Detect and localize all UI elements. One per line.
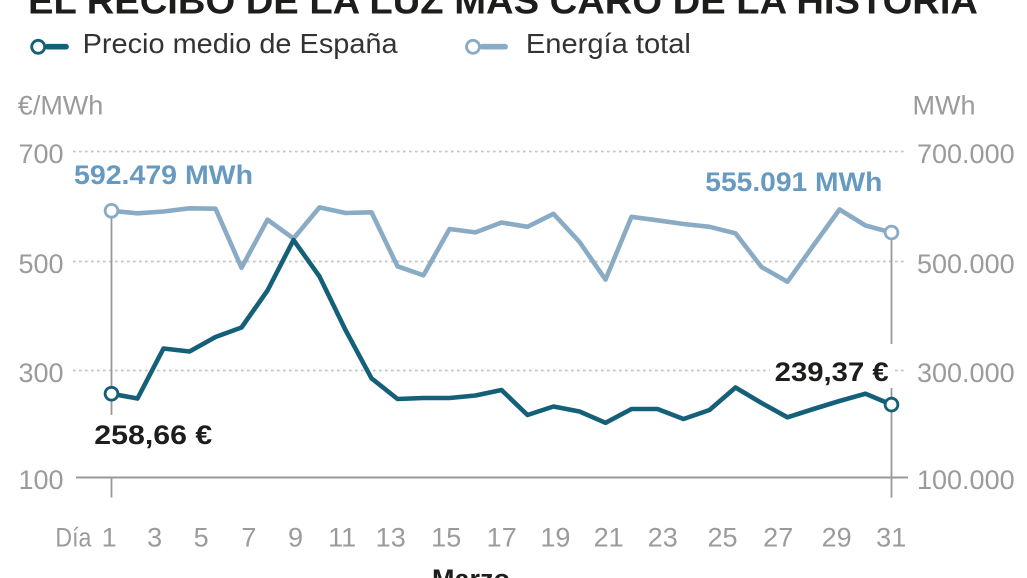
svg-text:29: 29 <box>822 523 852 553</box>
svg-text:700: 700 <box>18 139 63 169</box>
svg-text:Precio medio de España: Precio medio de España <box>83 28 398 59</box>
svg-text:19: 19 <box>540 523 570 553</box>
svg-text:27: 27 <box>763 523 793 553</box>
svg-text:300: 300 <box>18 358 63 388</box>
svg-text:592.479 MWh: 592.479 MWh <box>74 160 253 190</box>
svg-text:7: 7 <box>241 523 256 553</box>
svg-text:100.000: 100.000 <box>917 465 1015 495</box>
svg-text:Marzo: Marzo <box>432 564 510 578</box>
svg-text:MWh: MWh <box>913 91 976 121</box>
svg-text:500: 500 <box>18 249 63 279</box>
svg-text:EL RECIBO DE LA LUZ MÁS CARO D: EL RECIBO DE LA LUZ MÁS CARO DE LA HISTO… <box>28 0 978 22</box>
svg-text:258,66 €: 258,66 € <box>94 420 212 450</box>
svg-text:25: 25 <box>707 523 737 553</box>
svg-text:13: 13 <box>376 523 406 553</box>
svg-text:500.000: 500.000 <box>917 249 1015 279</box>
svg-text:555.091 MWh: 555.091 MWh <box>705 167 882 197</box>
svg-text:21: 21 <box>594 523 624 553</box>
svg-text:300.000: 300.000 <box>917 358 1015 388</box>
svg-text:9: 9 <box>288 523 303 553</box>
svg-text:239,37 €: 239,37 € <box>775 357 889 387</box>
svg-text:700.000: 700.000 <box>917 139 1015 169</box>
svg-text:100: 100 <box>18 465 63 495</box>
svg-text:3: 3 <box>147 523 162 553</box>
svg-text:€/MWh: €/MWh <box>18 91 104 121</box>
svg-text:15: 15 <box>431 523 461 553</box>
svg-text:31: 31 <box>876 523 906 553</box>
svg-text:5: 5 <box>194 523 209 553</box>
svg-text:Día: Día <box>55 523 92 553</box>
svg-text:11: 11 <box>328 523 356 553</box>
svg-text:1: 1 <box>102 523 117 553</box>
svg-text:Energía total: Energía total <box>526 28 691 59</box>
svg-text:23: 23 <box>648 523 678 553</box>
svg-text:17: 17 <box>487 523 517 553</box>
